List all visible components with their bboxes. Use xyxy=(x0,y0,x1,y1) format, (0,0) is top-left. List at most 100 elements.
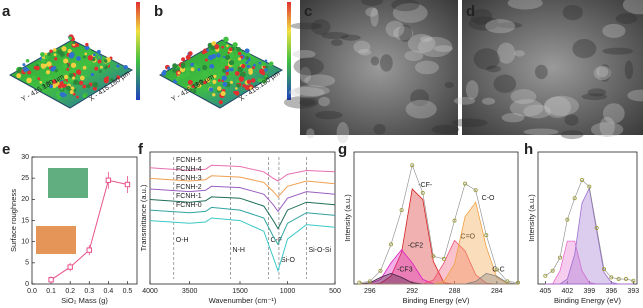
sem-texture xyxy=(283,96,319,109)
sem-texture xyxy=(293,57,325,76)
surface-peak xyxy=(97,59,102,64)
raw-point xyxy=(473,188,478,193)
surface-peak xyxy=(220,57,226,63)
surface-peak xyxy=(249,86,253,90)
surface-peak xyxy=(199,79,204,84)
sem-texture xyxy=(451,118,488,128)
surface-peak xyxy=(225,71,229,76)
sem-texture xyxy=(624,60,634,80)
peak-label: -CF- xyxy=(418,182,433,189)
surface-peak xyxy=(75,95,79,99)
surface-peak xyxy=(37,77,41,81)
surface-peak xyxy=(258,61,262,65)
surface-peak xyxy=(201,76,207,81)
surface-peak xyxy=(246,64,251,69)
sem-texture xyxy=(465,80,479,100)
sem-texture xyxy=(299,99,316,106)
surface-peak xyxy=(257,78,262,83)
sem-texture xyxy=(318,96,330,107)
surface-peak xyxy=(63,80,67,85)
y-tick-label: 15 xyxy=(21,217,29,224)
surface-peak xyxy=(52,79,57,84)
surface-peak xyxy=(92,53,96,57)
surface-peak xyxy=(30,82,34,86)
surface-peak xyxy=(250,78,256,83)
spectrum xyxy=(149,175,336,198)
sem-texture xyxy=(453,97,476,105)
sem-texture xyxy=(507,0,543,10)
sem-texture xyxy=(385,20,405,38)
surface-peak xyxy=(192,89,197,94)
surface-peak xyxy=(205,77,211,83)
sem-texture xyxy=(294,85,330,96)
surface-peak xyxy=(44,54,49,59)
sem-texture xyxy=(393,26,414,41)
surface-plot xyxy=(158,39,284,109)
x-tick-label: 393 xyxy=(627,288,639,295)
surface-peak xyxy=(82,84,87,89)
surface-peak xyxy=(57,48,63,55)
surface-peak xyxy=(185,66,191,72)
surface-peak xyxy=(35,65,40,71)
sem-texture xyxy=(311,19,331,35)
sem-texture xyxy=(509,99,544,117)
surface-peak xyxy=(84,74,88,78)
panel-label: e xyxy=(2,141,10,158)
surface-peak xyxy=(265,65,269,69)
surface-peak xyxy=(258,68,265,75)
surface-peak xyxy=(244,85,250,91)
raw-point xyxy=(410,163,415,168)
surface-peak xyxy=(39,81,43,84)
raw-point xyxy=(594,225,599,230)
surface-peak xyxy=(201,50,206,55)
surface-peak xyxy=(26,68,30,72)
panel-label: f xyxy=(138,141,144,158)
surface-peak xyxy=(87,51,93,56)
raw-point xyxy=(367,279,372,284)
sem-texture xyxy=(358,48,372,56)
x-tick-label: 1500 xyxy=(232,288,248,295)
raw-point xyxy=(494,267,499,272)
y-tick-label: 5 xyxy=(25,260,29,267)
surface-peak xyxy=(86,84,91,89)
surface-peak xyxy=(203,80,207,85)
surface-peak xyxy=(234,71,240,76)
surface-peak xyxy=(177,71,181,75)
spectrum xyxy=(149,164,336,182)
surface-peak xyxy=(61,46,67,52)
sem-texture xyxy=(622,0,643,15)
sem-texture xyxy=(360,0,384,7)
surface-peak xyxy=(106,63,109,66)
surface-peak xyxy=(76,70,82,75)
sem-texture xyxy=(602,47,634,55)
surface-peak xyxy=(253,63,256,67)
surface-peak xyxy=(221,45,224,49)
surface-peak xyxy=(22,66,28,72)
surface-peak xyxy=(175,76,181,82)
legend-label: FCNH-2 xyxy=(176,184,202,191)
surface-peak xyxy=(245,56,249,60)
sem-texture xyxy=(513,50,525,57)
surface-peak xyxy=(236,46,241,52)
surface-peak xyxy=(235,87,238,90)
sem-image xyxy=(300,0,458,135)
surface-peak xyxy=(261,62,266,67)
x-tick-label: 405 xyxy=(539,288,551,295)
surface-peak xyxy=(245,61,249,65)
raw-point xyxy=(602,267,607,272)
surface-peak xyxy=(52,48,57,52)
surface-peak xyxy=(206,48,210,52)
sem-texture xyxy=(370,56,380,66)
surface-peak xyxy=(56,95,62,100)
surface-peak xyxy=(98,70,102,74)
surface-peak xyxy=(190,67,195,72)
sem-texture xyxy=(370,7,379,27)
raw-point xyxy=(357,280,362,285)
surface-peak xyxy=(264,74,268,78)
surface-peak xyxy=(234,90,240,96)
surface-peak xyxy=(188,51,193,56)
sem-texture xyxy=(473,48,500,70)
sem-texture xyxy=(486,65,501,73)
x-tick-label: 0.1 xyxy=(46,288,56,295)
surface-peak xyxy=(68,73,74,79)
